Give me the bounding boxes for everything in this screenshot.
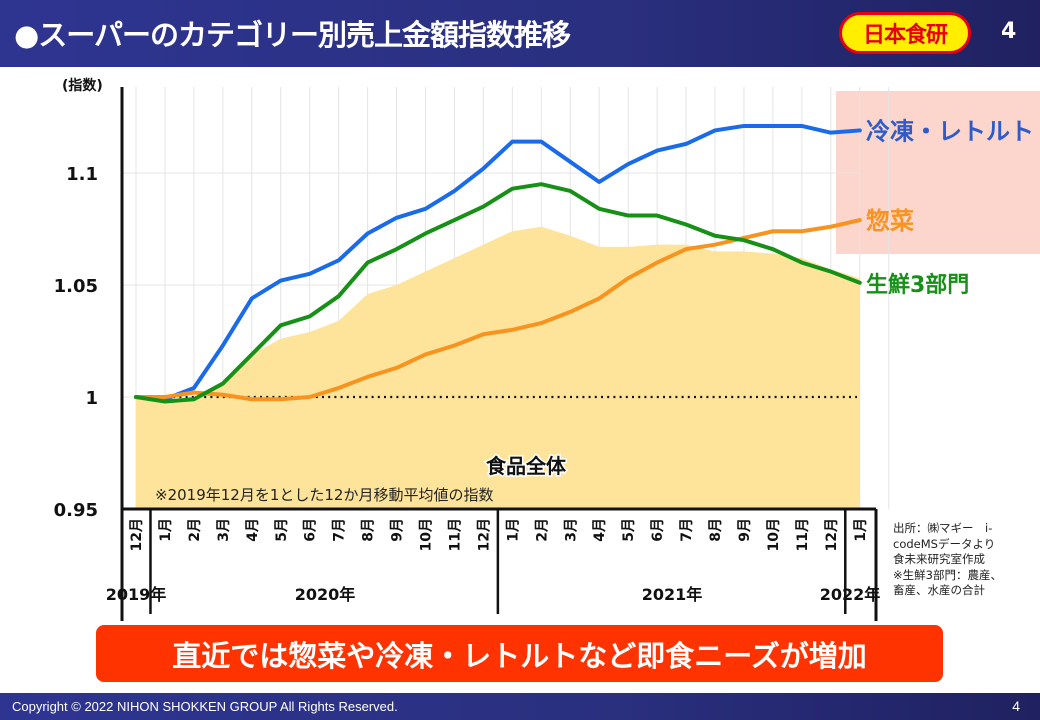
year-label: 2022年: [820, 585, 881, 604]
y-tick-label: 1.1: [66, 164, 98, 185]
highlight-region: [836, 91, 1040, 254]
x-tick-label: 11月: [447, 518, 463, 551]
x-tick-label: 3月: [216, 518, 232, 542]
y-tick-label: 0.95: [54, 500, 98, 521]
x-tick-label: 10月: [766, 518, 782, 551]
y-tick-label: 1.05: [54, 276, 98, 297]
x-tick-label: 1月: [158, 518, 174, 542]
x-tick-label: 7月: [679, 518, 695, 542]
source-note-line: 食未来研究室作成: [893, 552, 985, 566]
area-total-food: [136, 226, 860, 509]
chart-note: ※2019年12月を1とした12か月移動平均値の指数: [155, 486, 493, 504]
header-page-number: 4: [1001, 19, 1017, 44]
x-tick-label: 11月: [795, 518, 811, 551]
source-note-line: 出所：㈱マギー i-: [893, 521, 993, 535]
x-tick-label: 7月: [332, 518, 348, 542]
x-tick-label: 8月: [361, 518, 377, 542]
series-line-frozen: [134, 123, 862, 402]
x-tick-label: 9月: [390, 518, 406, 542]
company-logo: 日本食研: [839, 12, 971, 54]
x-tick-label: 1月: [853, 518, 869, 542]
x-tick-label: 12月: [129, 518, 145, 551]
y-tick-label: 1: [85, 388, 98, 409]
y-axis-title: (指数): [62, 77, 103, 94]
slide-footer: Copyright © 2022 NIHON SHOKKEN GROUP All…: [0, 693, 1040, 720]
x-tick-label: 10月: [419, 518, 435, 551]
year-label: 2019年: [106, 585, 167, 604]
x-tick-label: 2月: [534, 518, 550, 542]
x-tick-label: 2月: [187, 518, 203, 542]
x-tick-label: 12月: [824, 518, 840, 551]
conclusion-banner: 直近では惣菜や冷凍・レトルトなど即食ニーズが増加: [96, 625, 943, 682]
area-label-total-food: 食品全体: [486, 454, 567, 478]
conclusion-text: 直近では惣菜や冷凍・レトルトなど即食ニーズが増加: [172, 638, 867, 673]
copyright-text: Copyright © 2022 NIHON SHOKKEN GROUP All…: [12, 699, 398, 714]
series-label-fresh: 生鮮3部門: [866, 272, 969, 298]
x-tick-label: 4月: [592, 518, 608, 542]
x-tick-label: 12月: [476, 518, 492, 551]
x-tick-label: 5月: [621, 518, 637, 542]
source-note-line: 畜産、水産の合計: [893, 583, 985, 597]
x-tick-label: 6月: [303, 518, 319, 542]
year-label: 2021年: [642, 585, 703, 604]
x-tick-label: 9月: [737, 518, 753, 542]
x-tick-label: 6月: [650, 518, 666, 542]
logo-text: 日本食研: [862, 23, 948, 48]
series-label-frozen: 冷凍・レトルト: [866, 117, 1034, 145]
x-tick-label: 8月: [708, 518, 724, 542]
year-label: 2020年: [295, 585, 356, 604]
footer-page-number: 4: [1012, 698, 1020, 714]
slide-title: ●スーパーのカテゴリー別売上金額指数推移: [14, 18, 571, 52]
source-note: 出所：㈱マギー i- codeMSデータより 食未来研究室作成 ※生鮮3部門：農…: [893, 521, 1033, 599]
series-line-fresh: [134, 182, 862, 404]
source-note-line: codeMSデータより: [893, 536, 996, 551]
source-note-line: ※生鮮3部門：農産、: [893, 567, 1002, 582]
x-tick-label: 5月: [274, 518, 290, 542]
x-tick-label: 1月: [505, 518, 521, 542]
x-tick-label: 4月: [245, 518, 261, 542]
x-tick-label: 3月: [563, 518, 579, 542]
slide-header: ●スーパーのカテゴリー別売上金額指数推移 日本食研 4: [0, 0, 1040, 67]
series-label-sozai: 惣菜: [866, 207, 914, 235]
